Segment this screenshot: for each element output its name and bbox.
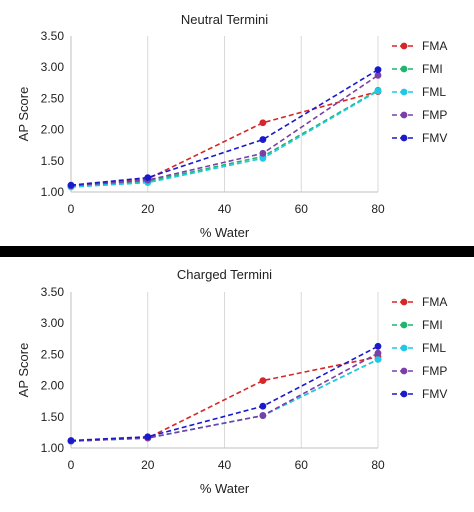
- y-tick-label: 3.00: [41, 316, 65, 330]
- y-tick-label: 3.00: [41, 60, 65, 74]
- chart-neutral-termini: 1.00 1.50 2.00 2.50 3.00 3.50 0 20 40 60 80 Neutral…: [16, 12, 447, 240]
- data-point-fmp: [374, 71, 382, 79]
- legend-marker-fmp: [400, 367, 408, 375]
- data-point-fmp: [374, 349, 382, 357]
- legend-label-fmi: FMI: [422, 318, 443, 332]
- panel-divider: [0, 246, 474, 257]
- legend-label-fml: FML: [422, 341, 446, 355]
- legend-label-fma: FMA: [422, 39, 447, 53]
- y-tick-label: 1.00: [41, 441, 65, 455]
- data-point-fmp: [259, 149, 267, 157]
- legend-marker-fmi: [400, 65, 408, 73]
- y-tick-label: 2.50: [41, 347, 65, 361]
- data-point-fmv: [374, 66, 382, 74]
- legend-marker-fmv: [400, 390, 408, 398]
- x-tick-label: 0: [68, 202, 75, 216]
- y-axis-label: AP Score: [16, 87, 31, 142]
- data-point-fmp: [259, 412, 267, 419]
- legend-label-fmp: FMP: [422, 364, 447, 378]
- legend-label-fmv: FMV: [422, 387, 447, 401]
- series-line-fml: [70, 358, 379, 442]
- x-axis-label: % Water: [200, 225, 250, 240]
- legend-marker-fma: [400, 42, 408, 50]
- x-tick-label: 60: [295, 202, 309, 216]
- series-line-fmp: [70, 74, 379, 187]
- chart-panel-charged: 1.00 1.50 2.00 2.50 3.00 3.50 0 20 40 60 80 Charged…: [0, 257, 474, 507]
- legend-label-fml: FML: [422, 85, 446, 99]
- chart-charged-termini: 1.00 1.50 2.00 2.50 3.00 3.50 0 20 40 60 80 Charged…: [16, 267, 447, 496]
- data-point-fmv: [67, 437, 75, 444]
- data-point-fmv: [374, 342, 382, 350]
- series-line-fmv: [70, 69, 379, 186]
- series-line-fmp: [70, 352, 379, 442]
- y-tick-label: 1.50: [41, 154, 65, 168]
- x-tick-label: 20: [141, 202, 155, 216]
- legend-marker-fml: [400, 344, 408, 352]
- y-tick-label: 1.00: [41, 185, 65, 199]
- series-line-fma: [70, 90, 379, 187]
- x-tick-label: 0: [68, 458, 75, 472]
- legend-marker-fml: [400, 88, 408, 96]
- x-tick-label: 40: [218, 458, 232, 472]
- data-point-fmv: [259, 136, 267, 143]
- data-point-fmv: [144, 433, 152, 441]
- data-point-fmv: [259, 402, 267, 410]
- legend-label-fma: FMA: [422, 295, 447, 309]
- data-point-fma: [259, 119, 267, 127]
- x-axis-label: % Water: [200, 481, 250, 496]
- series-line-fma: [70, 356, 379, 442]
- y-tick-label: 2.50: [41, 91, 65, 105]
- y-axis-label: AP Score: [16, 343, 31, 398]
- data-point-fml: [259, 154, 267, 162]
- legend-label-fmi: FMI: [422, 62, 443, 76]
- legend-label-fmp: FMP: [422, 108, 447, 122]
- data-point-fml: [374, 355, 382, 363]
- x-tick-label: 60: [295, 458, 309, 472]
- y-tick-label: 3.50: [41, 285, 65, 299]
- y-tick-label: 2.00: [41, 379, 65, 393]
- y-tick-label: 2.00: [41, 123, 65, 137]
- x-tick-label: 80: [371, 202, 385, 216]
- series-line-fmv: [70, 345, 379, 442]
- data-point-fma: [259, 377, 267, 385]
- y-tick-label: 3.50: [41, 29, 65, 43]
- x-tick-label: 80: [371, 458, 385, 472]
- chart-panel-neutral: 1.00 1.50 2.00 2.50 3.00 3.50 0 20 40 60 80 Neutral…: [0, 0, 474, 246]
- legend-label-fmv: FMV: [422, 131, 447, 145]
- data-point-fmv: [144, 174, 152, 182]
- x-tick-label: 40: [218, 202, 232, 216]
- chart-title: Neutral Termini: [181, 12, 268, 27]
- legend-marker-fmp: [400, 111, 408, 119]
- chart-title: Charged Termini: [177, 267, 272, 282]
- legend-marker-fma: [400, 298, 408, 306]
- data-point-fmv: [67, 181, 75, 189]
- x-tick-label: 20: [141, 458, 155, 472]
- legend-marker-fmv: [400, 134, 408, 142]
- y-tick-label: 1.50: [41, 410, 65, 424]
- data-point-fml: [374, 87, 382, 95]
- legend-marker-fmi: [400, 321, 408, 329]
